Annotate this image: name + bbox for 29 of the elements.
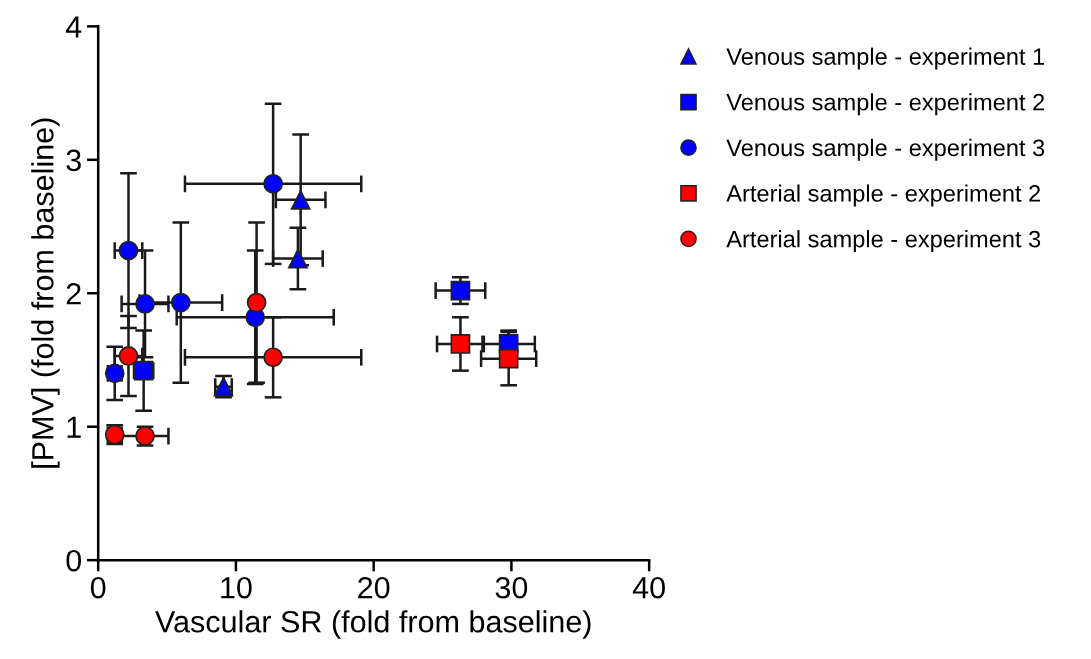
point [118,240,139,261]
point [498,348,519,369]
y-axis-title: [PMV] (fold from baseline) [31,118,60,468]
point [263,347,283,368]
legend-label: Venous sample - experiment 2 [726,93,1045,116]
x-tick-label: 0 [90,576,106,599]
x-tick-label: 30 [495,576,528,599]
x-tick-label: 10 [221,576,252,599]
point [450,280,471,301]
legend-label: Arterial sample - experiment 3 [726,230,1041,253]
point [246,292,267,313]
point [170,292,191,313]
point [450,334,471,354]
x-tick-label: 20 [358,576,390,599]
point [288,248,308,269]
point [118,346,139,366]
x-tick-label: 40 [632,576,665,599]
point [290,189,311,210]
point [135,294,155,314]
y-tick-label: 3 [66,149,81,172]
legend-label: Venous sample - experiment 3 [726,138,1045,161]
y-tick-label: 4 [65,16,82,38]
y-tick-label: 0 [66,549,82,572]
legend-label: Arterial sample - experiment 2 [726,184,1041,207]
legend-label: Venous sample - experiment 1 [726,47,1045,70]
x-axis-title: Vascular SR (fold from baseline) [155,610,591,639]
y-tick-label: 2 [66,282,81,305]
y-tick-label: 1 [67,416,81,438]
point [263,173,283,194]
